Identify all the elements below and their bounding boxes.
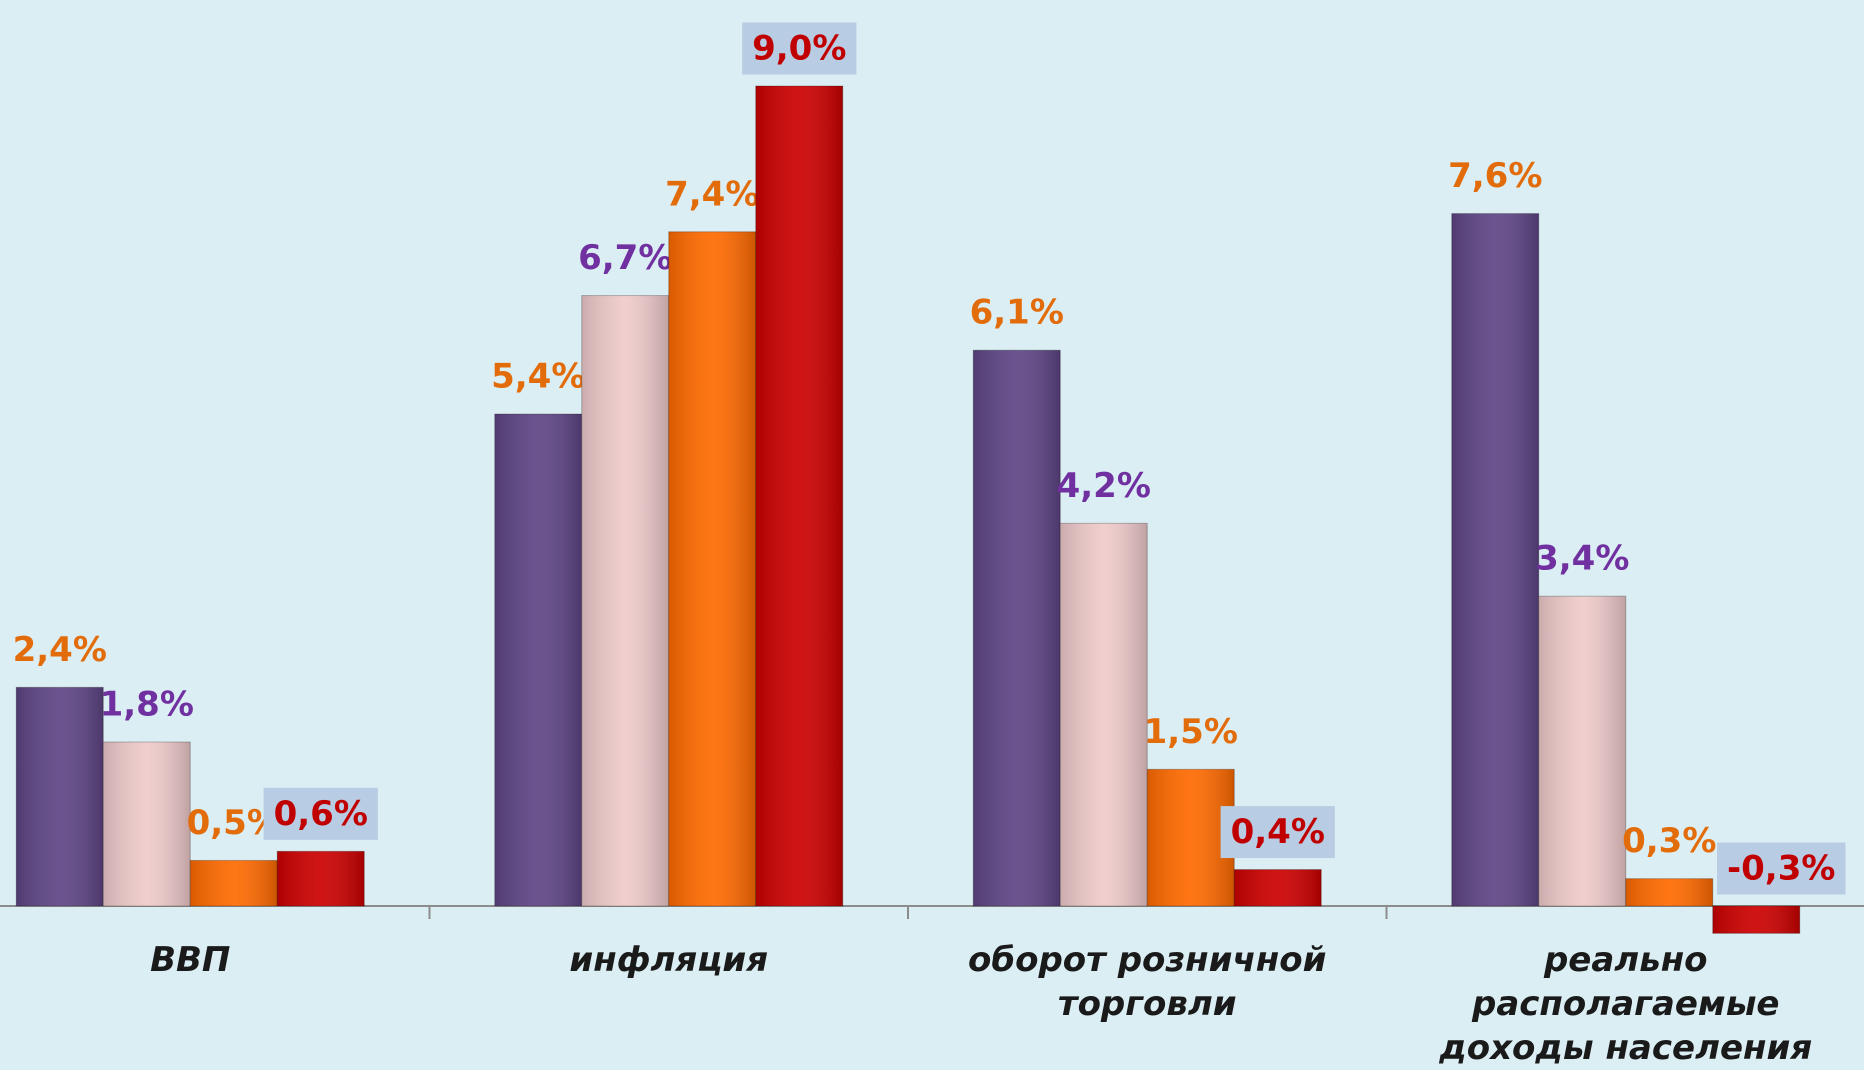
value-label-group: 1,5% (1144, 712, 1238, 752)
bar-shade (1625, 878, 1713, 906)
x-tick-label: ВВП (150, 940, 231, 980)
page: 2,4% 5,4% 6,1% 7,6% 1,8% 6,7% 4,2% 3,4% 0,5% 7,4%… (0, 22, 1864, 1068)
value-label: 4,2% (1057, 466, 1151, 506)
value-label: 3,4% (1535, 539, 1629, 579)
value-label-group: 0,3% (1622, 821, 1716, 861)
value-label-group: 4,2% (1057, 466, 1151, 506)
value-label-box (1717, 842, 1846, 895)
bar-shade (1147, 769, 1235, 906)
value-label-group: 3,4% (1535, 539, 1629, 579)
bar-shade (668, 231, 756, 906)
value-label-group: 5,4% (491, 357, 585, 397)
value-label: 0,4% (1231, 812, 1325, 852)
value-label-group: 7,4% (665, 174, 759, 214)
bar-shade (103, 742, 191, 906)
chart: 2,4%5,4%6,1%7,6%1,8%6,7%4,2%3,4%0,5%7,4%… (0, 22, 1864, 934)
value-label: -0,3% (1727, 849, 1835, 889)
x-tick-label: оборот розничной торговли (968, 940, 1327, 1024)
bar-shade (581, 295, 669, 906)
value-label: 5,4% (491, 357, 585, 397)
bar-shade (16, 687, 104, 906)
value-label-group: 2,4% (13, 630, 107, 670)
value-label: 1,5% (1144, 712, 1238, 752)
value-label: 1,8% (100, 685, 194, 725)
value-label: 0,3% (1622, 821, 1716, 861)
bar-shade (1451, 213, 1539, 907)
bar-shade (1234, 869, 1322, 906)
value-label-group: 0,4% (1220, 806, 1335, 859)
bar-shade (973, 350, 1061, 906)
value-label: 7,6% (1448, 156, 1542, 196)
value-label-group: 6,7% (578, 238, 672, 278)
value-label-box (742, 22, 857, 75)
value-label-group: 7,6% (1448, 156, 1542, 196)
value-label-box (263, 787, 378, 840)
bar-shade (1712, 906, 1800, 934)
bar-shade (190, 860, 278, 906)
value-label-group: 1,8% (100, 685, 194, 725)
bar-shade (494, 414, 582, 906)
bar-shade (277, 851, 365, 906)
value-label: 6,1% (970, 293, 1064, 333)
value-label: 9,0% (752, 29, 846, 69)
value-label-group: 6,1% (970, 293, 1064, 333)
x-tick-label: реально располагаемые доходы населения (1439, 940, 1813, 1068)
x-tick-label: инфляция (569, 940, 769, 980)
value-label: 7,4% (665, 174, 759, 214)
bar-shade (755, 86, 843, 906)
value-label: 6,7% (578, 238, 672, 278)
bar-shade (1538, 596, 1626, 906)
value-label: 2,4% (13, 630, 107, 670)
value-label: 0,6% (274, 794, 368, 834)
bar-shade (1060, 523, 1148, 906)
value-label-group: -0,3% (1717, 842, 1846, 895)
value-label-group: 0,6% (263, 787, 378, 840)
value-label-group: 9,0% (742, 22, 857, 75)
value-label-box (1220, 806, 1335, 859)
